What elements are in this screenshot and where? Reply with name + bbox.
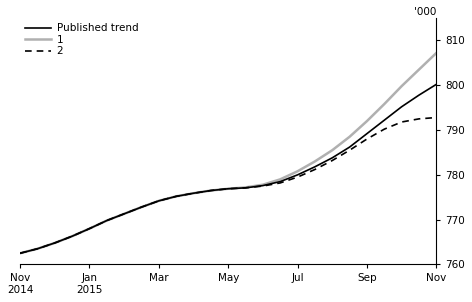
Legend: Published trend, 1, 2: Published trend, 1, 2 bbox=[25, 23, 138, 56]
Text: '000: '000 bbox=[414, 7, 436, 17]
